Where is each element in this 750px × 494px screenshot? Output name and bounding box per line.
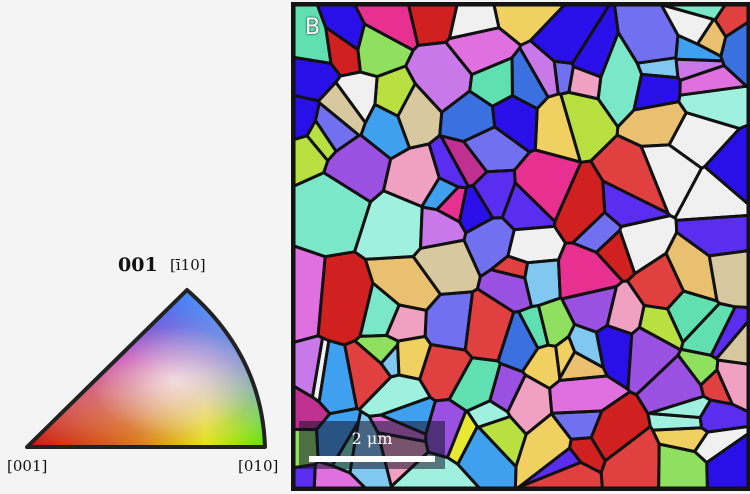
grain xyxy=(419,205,468,250)
grain xyxy=(639,143,703,220)
grain xyxy=(634,353,705,416)
grain xyxy=(605,279,646,336)
ipf-title: 001 xyxy=(118,254,158,276)
grain xyxy=(294,134,330,188)
grain xyxy=(516,460,604,488)
grain xyxy=(553,159,607,245)
grain xyxy=(548,374,632,415)
grain xyxy=(632,72,682,112)
grain xyxy=(570,5,620,79)
ipf-outline xyxy=(25,288,267,449)
panel-letter: B xyxy=(305,15,321,40)
ipf-triangle xyxy=(25,288,267,449)
grain xyxy=(705,432,748,488)
grain xyxy=(528,5,611,65)
grain xyxy=(698,398,748,434)
scale-bar xyxy=(309,456,435,462)
grain xyxy=(518,39,560,99)
grain-map xyxy=(294,5,748,488)
ipf-direction-top: [ī10] xyxy=(170,256,206,274)
ipf-fill-white xyxy=(27,290,265,447)
grain xyxy=(294,463,317,488)
ipf-direction-left: [001] xyxy=(7,457,48,475)
grain xyxy=(427,133,470,190)
grain xyxy=(384,303,428,343)
grain xyxy=(314,101,361,153)
grain xyxy=(456,425,518,488)
ipf-direction-right: [010] xyxy=(238,457,279,475)
grain xyxy=(496,310,540,374)
grain xyxy=(343,339,393,411)
grain xyxy=(448,5,501,40)
grain xyxy=(315,5,366,52)
grain xyxy=(707,249,748,309)
scale-bar-label: 2 μm xyxy=(351,429,393,448)
scale-bar-box: 2 μm xyxy=(299,421,445,469)
grain xyxy=(657,442,709,488)
grain xyxy=(715,320,748,366)
grain xyxy=(567,322,605,369)
grain xyxy=(674,214,748,258)
grain xyxy=(294,334,324,399)
ebsd-orientation-map: B 2 μm xyxy=(291,2,750,491)
ipf-color-key: 001 [ī10] [001] [010] xyxy=(0,0,290,494)
